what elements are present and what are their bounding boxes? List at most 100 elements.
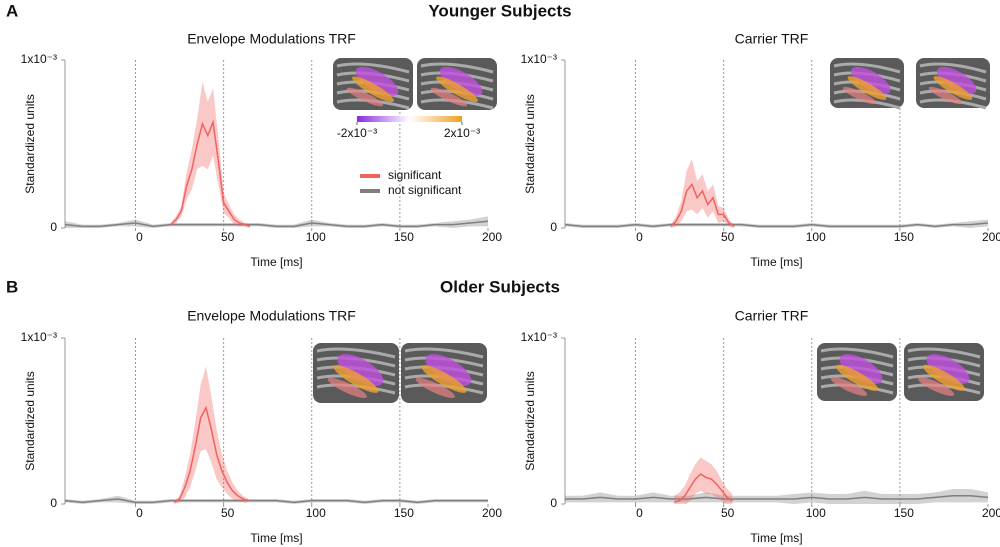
colorbar xyxy=(357,116,462,122)
series-line xyxy=(173,405,249,503)
brain-image xyxy=(817,343,897,401)
legend-label: not significant xyxy=(388,183,462,197)
activation-blob xyxy=(425,354,472,386)
x-tick-label: 100 xyxy=(806,506,826,520)
activation-blob xyxy=(436,76,478,103)
y-axis-label: Standardized units xyxy=(23,94,37,193)
panel-label: A xyxy=(6,1,18,20)
x-tick-label: 150 xyxy=(394,230,414,244)
section-title: Older Subjects xyxy=(440,277,560,296)
series-line xyxy=(565,494,988,500)
panel-label: B xyxy=(6,277,18,296)
y-axis-label: Standardized units xyxy=(523,94,537,193)
brain-fold xyxy=(820,347,894,359)
x-tick-label: 50 xyxy=(721,230,735,244)
section-title: Younger Subjects xyxy=(428,1,571,20)
confidence-band xyxy=(65,495,488,504)
x-tick-label: 50 xyxy=(221,230,235,244)
x-tick-label: 100 xyxy=(806,230,826,244)
legend-label: significant xyxy=(388,168,442,182)
chart-title: Envelope Modulations TRF xyxy=(187,308,356,324)
brain-fold xyxy=(833,62,901,74)
chart-title: Envelope Modulations TRF xyxy=(187,31,356,47)
series-line xyxy=(670,182,735,227)
brain-image xyxy=(401,343,487,403)
x-tick-label: 0 xyxy=(636,506,643,520)
activation-blob xyxy=(327,377,367,399)
colorbar-label: -2x10⁻³ xyxy=(337,126,377,140)
x-tick-label: 0 xyxy=(136,230,143,244)
y-axis-label: Standardized units xyxy=(523,371,537,470)
activation-blob xyxy=(830,377,868,396)
brain-fold xyxy=(919,89,987,101)
x-tick-label: 100 xyxy=(306,230,326,244)
x-tick-label: 50 xyxy=(721,506,735,520)
activation-blob xyxy=(917,377,955,396)
y-tick-label: 1x10⁻³ xyxy=(521,330,557,344)
brain-fold xyxy=(907,347,981,359)
x-tick-label: 50 xyxy=(221,506,235,520)
y-tick-label: 0 xyxy=(50,220,57,234)
series-line xyxy=(170,119,251,228)
brain-image xyxy=(333,58,413,110)
brain-fold xyxy=(420,62,494,74)
activation-blob xyxy=(847,76,887,100)
y-tick-label: 1x10⁻³ xyxy=(21,52,57,66)
activation-blob xyxy=(926,354,970,385)
confidence-band xyxy=(670,159,735,228)
x-tick-label: 150 xyxy=(894,230,914,244)
x-tick-label: 200 xyxy=(482,230,502,244)
activation-blob xyxy=(933,76,973,100)
activation-blob xyxy=(415,377,455,399)
y-tick-label: 1x10⁻³ xyxy=(521,52,557,66)
brain-image xyxy=(830,58,904,110)
brain-fold xyxy=(919,62,987,74)
activation-blob xyxy=(355,66,399,96)
brain-image xyxy=(916,58,990,110)
y-axis-label: Standardized units xyxy=(23,371,37,470)
series-line xyxy=(565,222,988,228)
x-tick-label: 200 xyxy=(982,230,1000,244)
confidence-band xyxy=(174,366,249,504)
activation-blob xyxy=(439,66,483,96)
activation-blob xyxy=(333,365,379,393)
y-tick-label: 0 xyxy=(550,220,557,234)
x-tick-label: 200 xyxy=(482,506,502,520)
x-tick-label: 0 xyxy=(136,506,143,520)
activation-blob xyxy=(923,364,965,391)
x-tick-label: 150 xyxy=(894,506,914,520)
activation-blob xyxy=(836,364,878,391)
x-tick-label: 100 xyxy=(306,506,326,520)
x-tick-label: 200 xyxy=(982,506,1000,520)
confidence-band xyxy=(565,489,988,504)
y-tick-label: 0 xyxy=(550,496,557,510)
colorbar-label: 2x10⁻³ xyxy=(444,126,480,140)
brain-fold xyxy=(833,89,901,101)
brain-image xyxy=(313,343,399,403)
x-axis-label: Time [ms] xyxy=(750,255,802,269)
activation-blob xyxy=(842,86,877,105)
x-tick-label: 150 xyxy=(394,506,414,520)
activation-blob xyxy=(936,66,977,95)
y-tick-label: 1x10⁻³ xyxy=(21,330,57,344)
chart-title: Carrier TRF xyxy=(735,31,809,47)
x-tick-label: 0 xyxy=(636,230,643,244)
series-line xyxy=(65,220,488,228)
brain-fold xyxy=(336,62,410,74)
x-axis-label: Time [ms] xyxy=(250,531,302,545)
brain-image xyxy=(417,58,497,110)
series-line xyxy=(674,473,733,504)
x-axis-label: Time [ms] xyxy=(250,255,302,269)
y-tick-label: 0 xyxy=(50,496,57,510)
activation-blob xyxy=(928,86,963,105)
chart-title: Carrier TRF xyxy=(735,308,809,324)
brain-fold xyxy=(404,347,484,359)
activation-blob xyxy=(430,87,468,107)
series-line xyxy=(65,498,488,504)
brain-image xyxy=(904,343,984,401)
x-axis-label: Time [ms] xyxy=(750,531,802,545)
activation-blob xyxy=(839,354,883,385)
brain-fold xyxy=(316,347,396,359)
